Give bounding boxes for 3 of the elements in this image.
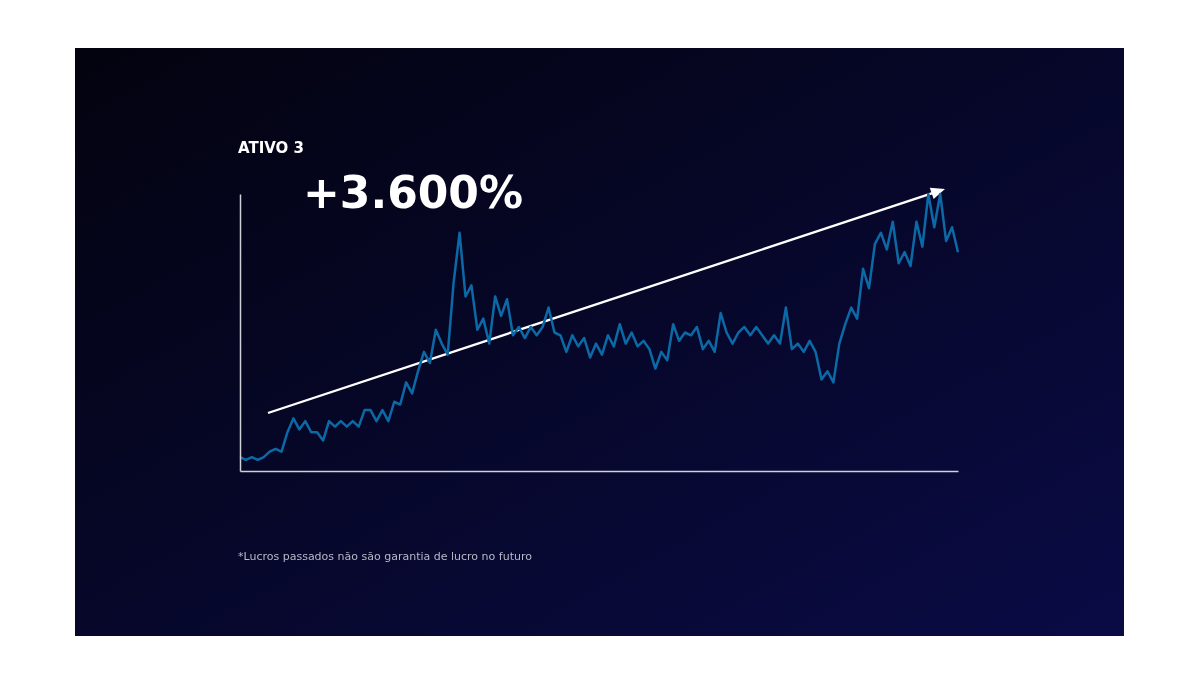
text: *Lucros passados não são garantia de lucro no futuro [238,550,533,563]
annotation: +3.600% [302,167,524,218]
chart-title: ATIVO 3 [238,139,305,157]
